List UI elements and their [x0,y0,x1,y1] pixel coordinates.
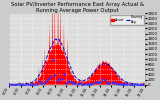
Point [79,82,81,84]
Point [65,82,68,84]
Point [81,84,83,85]
Point [76,83,79,84]
Point [56,80,58,82]
Legend: Actual, Running
Avg: Actual, Running Avg [110,15,144,24]
Point [142,84,145,85]
Point [94,81,97,83]
Point [54,74,56,75]
Point [44,80,47,82]
Point [26,84,29,85]
Point [63,73,65,74]
Point [42,82,45,84]
Point [13,84,15,85]
Point [128,84,131,85]
Point [51,59,54,60]
Point [99,82,101,83]
Point [47,78,49,80]
Point [85,84,88,85]
Point [33,84,36,85]
Point [110,82,113,83]
Point [10,84,13,85]
Point [69,81,72,83]
Point [126,84,129,85]
Point [92,82,95,83]
Point [83,83,86,84]
Point [31,83,33,84]
Point [101,78,104,80]
Point [112,83,115,84]
Point [124,83,126,85]
Point [119,83,122,85]
Point [72,82,74,83]
Point [24,84,27,85]
Point [38,80,40,81]
Point [137,84,140,85]
Point [88,83,90,85]
Title: Solar PV/Inverter Performance East Array Actual & Running Average Power Output: Solar PV/Inverter Performance East Array… [11,2,144,13]
Point [29,84,31,85]
Point [40,83,43,84]
Point [122,83,124,85]
Point [131,84,133,85]
Point [17,84,20,85]
Point [133,84,136,85]
Point [97,81,99,83]
Point [49,76,52,78]
Point [15,84,18,85]
Point [8,84,11,85]
Point [104,79,106,81]
Point [106,82,108,84]
Point [74,82,76,84]
Point [140,84,142,85]
Point [20,84,22,85]
Point [108,82,111,83]
Point [58,78,61,80]
Point [67,80,70,82]
Point [22,84,24,85]
Point [135,84,138,85]
Point [117,83,120,85]
Point [90,83,92,84]
Point [115,82,117,83]
Point [60,78,63,80]
Point [35,83,38,85]
